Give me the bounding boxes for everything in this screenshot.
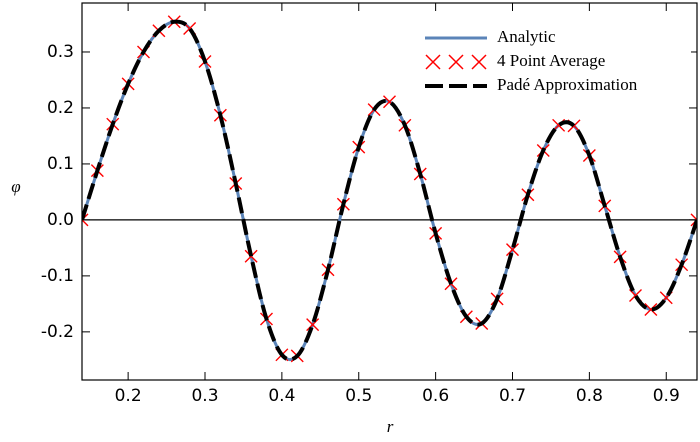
x-axis-label: r: [387, 417, 394, 436]
x-tick-label: 0.5: [345, 386, 372, 406]
x-tick-label: 0.9: [653, 386, 680, 406]
x-tick-label: 0.7: [499, 386, 526, 406]
legend-label: Padé Approximation: [497, 75, 638, 94]
y-axis-label: φ: [11, 177, 20, 196]
x-tick-label: 0.4: [268, 386, 295, 406]
plot-area: [82, 15, 697, 363]
marker: [82, 213, 89, 227]
x-tick-label: 0.6: [422, 386, 449, 406]
legend-swatch: [471, 54, 487, 70]
x-tick-label: 0.8: [576, 386, 603, 406]
marker: [506, 243, 519, 257]
y-tick-label: 0.2: [47, 98, 74, 118]
y-tick-label: -0.2: [41, 322, 74, 342]
legend-swatch: [448, 54, 464, 70]
x-tick-label: 0.2: [115, 386, 142, 406]
dashed-line: [82, 19, 697, 362]
y-tick-label: 0.3: [47, 42, 74, 62]
marker: [306, 318, 320, 332]
y-tick-label: -0.1: [41, 266, 74, 286]
y-tick-label: 0.1: [47, 154, 74, 174]
x-tick-label: 0.3: [191, 386, 218, 406]
y-tick-label: 0.0: [47, 210, 74, 230]
marker: [690, 213, 697, 227]
legend-swatch: [425, 54, 441, 70]
legend-label: 4 Point Average: [497, 51, 605, 70]
plot-frame: [81, 2, 698, 381]
marker: [644, 302, 658, 316]
legend-label: Analytic: [497, 27, 556, 46]
